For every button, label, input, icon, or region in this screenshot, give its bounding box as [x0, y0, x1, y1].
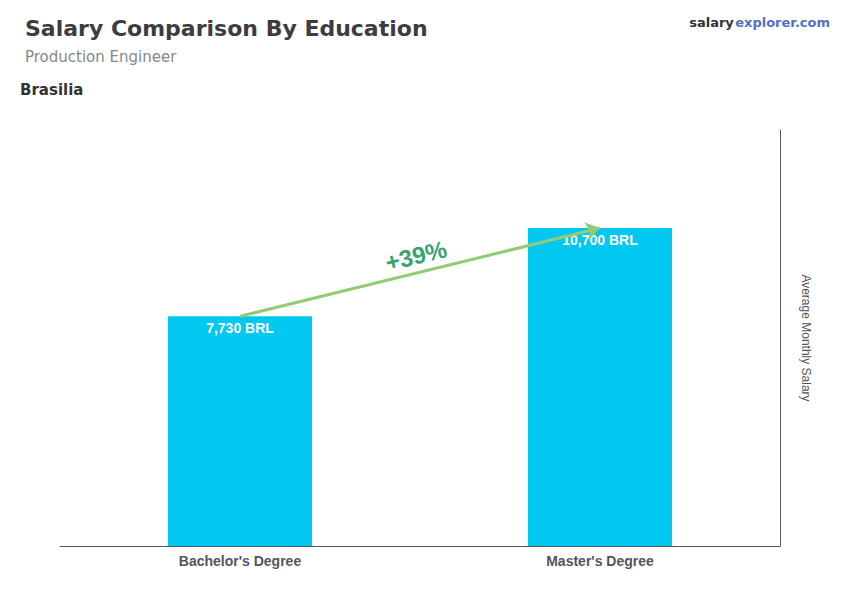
svg-text:Bachelor's Degree: Bachelor's Degree — [179, 553, 302, 569]
svg-text:explorer.com: explorer.com — [735, 15, 830, 30]
svg-text:7,730 BRL: 7,730 BRL — [206, 320, 274, 336]
svg-text:Master's Degree: Master's Degree — [546, 553, 654, 569]
svg-text:Average Monthly Salary: Average Monthly Salary — [799, 274, 813, 401]
svg-text:+39%: +39% — [383, 235, 450, 276]
svg-text:Salary Comparison By Education: Salary Comparison By Education — [25, 16, 428, 41]
svg-text:salary: salary — [689, 15, 734, 30]
svg-text:Production Engineer: Production Engineer — [25, 48, 177, 66]
svg-text:10,700 BRL: 10,700 BRL — [562, 232, 638, 249]
svg-text:Brasilia: Brasilia — [20, 81, 83, 99]
